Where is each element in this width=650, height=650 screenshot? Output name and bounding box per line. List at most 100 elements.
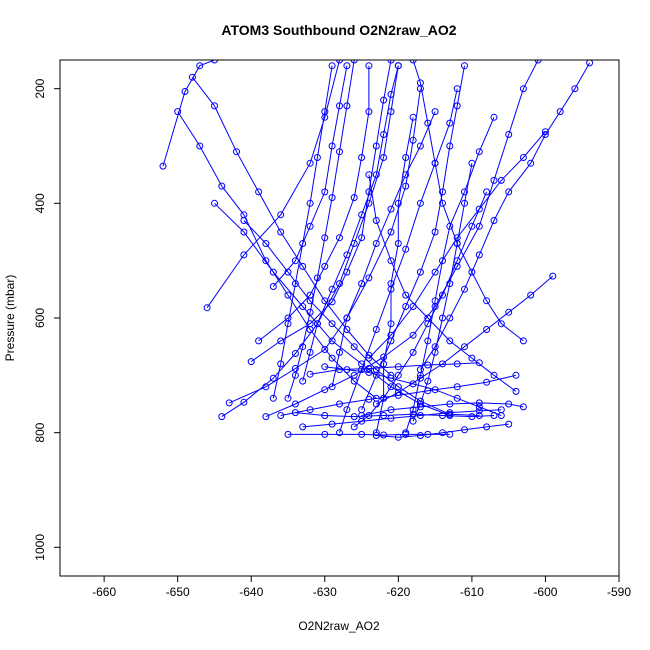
data-point	[284, 291, 292, 299]
series-line	[295, 412, 495, 418]
data-point	[365, 108, 373, 116]
data-series	[365, 128, 549, 362]
data-point	[387, 257, 395, 265]
data-point	[313, 154, 321, 161]
data-point	[328, 142, 336, 150]
data-point	[571, 85, 579, 93]
data-point	[468, 159, 476, 167]
data-point	[306, 159, 314, 167]
data-point	[196, 142, 204, 150]
data-point	[196, 62, 204, 70]
series-line	[405, 117, 495, 433]
data-series	[328, 108, 439, 391]
data-point	[439, 429, 446, 437]
data-point	[387, 337, 395, 345]
data-series	[372, 272, 557, 408]
series-line	[265, 60, 539, 418]
data-point	[394, 433, 402, 441]
data-point	[483, 188, 491, 196]
data-point	[461, 343, 468, 351]
data-point	[402, 291, 410, 299]
data-point	[439, 412, 446, 419]
x-tick-label: -640	[239, 585, 263, 599]
data-point	[424, 377, 432, 385]
data-point	[475, 205, 483, 213]
data-point	[306, 326, 314, 333]
data-point	[416, 432, 424, 439]
data-point	[343, 62, 351, 70]
data-point	[490, 176, 498, 184]
data-point	[269, 283, 277, 290]
data-point	[505, 131, 513, 138]
data-point	[394, 240, 402, 247]
data-point	[431, 386, 439, 394]
series-line	[368, 131, 546, 359]
y-tick-label: 1000	[33, 534, 47, 561]
data-point	[387, 205, 395, 213]
data-point	[394, 62, 402, 70]
data-point	[350, 343, 358, 351]
series-line	[368, 174, 517, 392]
data-point	[475, 412, 483, 419]
data-point	[380, 431, 388, 439]
series-line	[302, 409, 502, 428]
series-line	[324, 366, 502, 416]
data-point	[424, 119, 432, 127]
series-line	[339, 88, 458, 433]
data-point	[409, 410, 417, 418]
data-point	[468, 268, 476, 276]
data-point	[218, 413, 226, 421]
data-point	[372, 240, 380, 247]
data-point	[321, 108, 329, 116]
data-point	[527, 291, 535, 299]
data-point	[475, 148, 483, 156]
data-point	[490, 217, 498, 224]
data-point	[336, 429, 343, 437]
data-point	[402, 245, 410, 253]
data-series	[372, 113, 417, 437]
data-point	[291, 409, 299, 417]
series-line	[206, 60, 340, 308]
data-series	[299, 62, 402, 385]
data-point	[299, 343, 307, 351]
data-point	[240, 251, 248, 259]
x-axis-label: O2N2raw_AO2	[298, 619, 380, 633]
series-line	[162, 60, 215, 167]
data-point	[233, 148, 240, 156]
data-point	[328, 285, 336, 293]
data-point	[321, 297, 329, 305]
data-point	[358, 280, 366, 288]
data-point	[291, 371, 299, 379]
data-point	[424, 320, 432, 328]
data-point	[328, 298, 336, 306]
x-tick-label: -600	[533, 585, 557, 599]
data-point	[512, 371, 520, 379]
data-point	[409, 406, 417, 414]
data-series	[402, 113, 498, 437]
x-tick-label: -650	[166, 585, 190, 599]
data-point	[321, 346, 329, 353]
series-line	[412, 60, 524, 342]
data-point	[291, 280, 299, 288]
data-series	[247, 60, 395, 366]
data-point	[446, 314, 454, 322]
data-point	[328, 194, 336, 202]
data-point	[299, 423, 307, 431]
data-point	[461, 285, 468, 293]
data-point	[483, 423, 491, 431]
y-tick-label: 400	[33, 193, 47, 213]
data-point	[416, 371, 424, 379]
data-series	[291, 409, 498, 421]
data-point	[159, 162, 167, 170]
data-point	[468, 413, 476, 421]
series-line	[258, 65, 370, 342]
data-point	[336, 102, 343, 110]
data-point	[490, 412, 498, 419]
data-point	[453, 240, 461, 247]
data-point	[328, 62, 336, 70]
data-point	[328, 354, 336, 362]
data-point	[446, 337, 454, 345]
data-point	[321, 363, 329, 371]
data-point	[336, 400, 343, 408]
data-point	[321, 430, 329, 438]
